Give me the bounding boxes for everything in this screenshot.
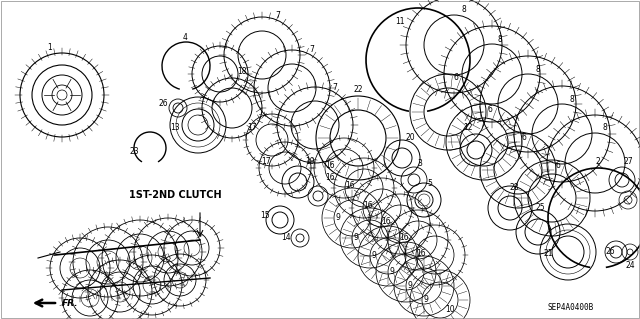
Text: 16: 16 — [416, 249, 426, 257]
Text: 27: 27 — [623, 158, 633, 167]
Text: 9: 9 — [424, 295, 428, 305]
Text: 16: 16 — [399, 234, 409, 242]
Text: 16: 16 — [325, 174, 335, 182]
Text: 21: 21 — [543, 249, 553, 258]
Text: 11: 11 — [396, 18, 404, 26]
Text: 13: 13 — [170, 123, 180, 132]
Text: FR.: FR. — [62, 299, 79, 308]
Text: 5: 5 — [428, 179, 433, 188]
Text: 19: 19 — [305, 158, 315, 167]
Text: 18: 18 — [237, 68, 247, 77]
Text: 16: 16 — [381, 218, 391, 226]
Text: 6: 6 — [522, 133, 527, 143]
Text: 2: 2 — [596, 158, 600, 167]
Text: 9: 9 — [390, 268, 394, 277]
Text: 17: 17 — [247, 123, 257, 132]
Text: 25: 25 — [535, 204, 545, 212]
Text: 16: 16 — [363, 202, 373, 211]
Text: 20: 20 — [405, 133, 415, 143]
Text: 26: 26 — [158, 99, 168, 108]
Text: 1ST-2ND CLUTCH: 1ST-2ND CLUTCH — [129, 190, 221, 200]
Text: 16: 16 — [325, 161, 335, 170]
Text: 6: 6 — [454, 73, 458, 83]
Text: 6: 6 — [556, 160, 561, 169]
Text: 17: 17 — [261, 158, 271, 167]
Text: SEP4A0400B: SEP4A0400B — [548, 303, 595, 313]
Text: 6: 6 — [488, 106, 492, 115]
Text: 28: 28 — [509, 183, 519, 192]
Text: 7: 7 — [310, 46, 314, 55]
Text: 9: 9 — [335, 213, 340, 222]
Text: 26: 26 — [605, 248, 615, 256]
Text: 9: 9 — [408, 281, 412, 291]
Text: 24: 24 — [625, 261, 635, 270]
Text: 8: 8 — [536, 65, 540, 75]
Text: 1: 1 — [47, 43, 52, 53]
Text: 8: 8 — [498, 35, 502, 44]
Text: 14: 14 — [281, 234, 291, 242]
Text: 8: 8 — [461, 5, 467, 14]
Text: 3: 3 — [417, 160, 422, 168]
Text: 16: 16 — [345, 182, 355, 190]
Text: 8: 8 — [570, 95, 574, 105]
Text: 9: 9 — [372, 251, 376, 261]
Text: 9: 9 — [353, 234, 358, 242]
Text: 8: 8 — [603, 123, 607, 132]
Text: 10: 10 — [445, 306, 455, 315]
Text: 22: 22 — [353, 85, 363, 94]
Text: 7: 7 — [276, 11, 280, 19]
Text: 4: 4 — [182, 33, 188, 42]
Text: 15: 15 — [260, 211, 270, 219]
Text: 7: 7 — [333, 84, 337, 93]
Text: 23: 23 — [129, 147, 139, 157]
Text: 12: 12 — [463, 123, 473, 132]
